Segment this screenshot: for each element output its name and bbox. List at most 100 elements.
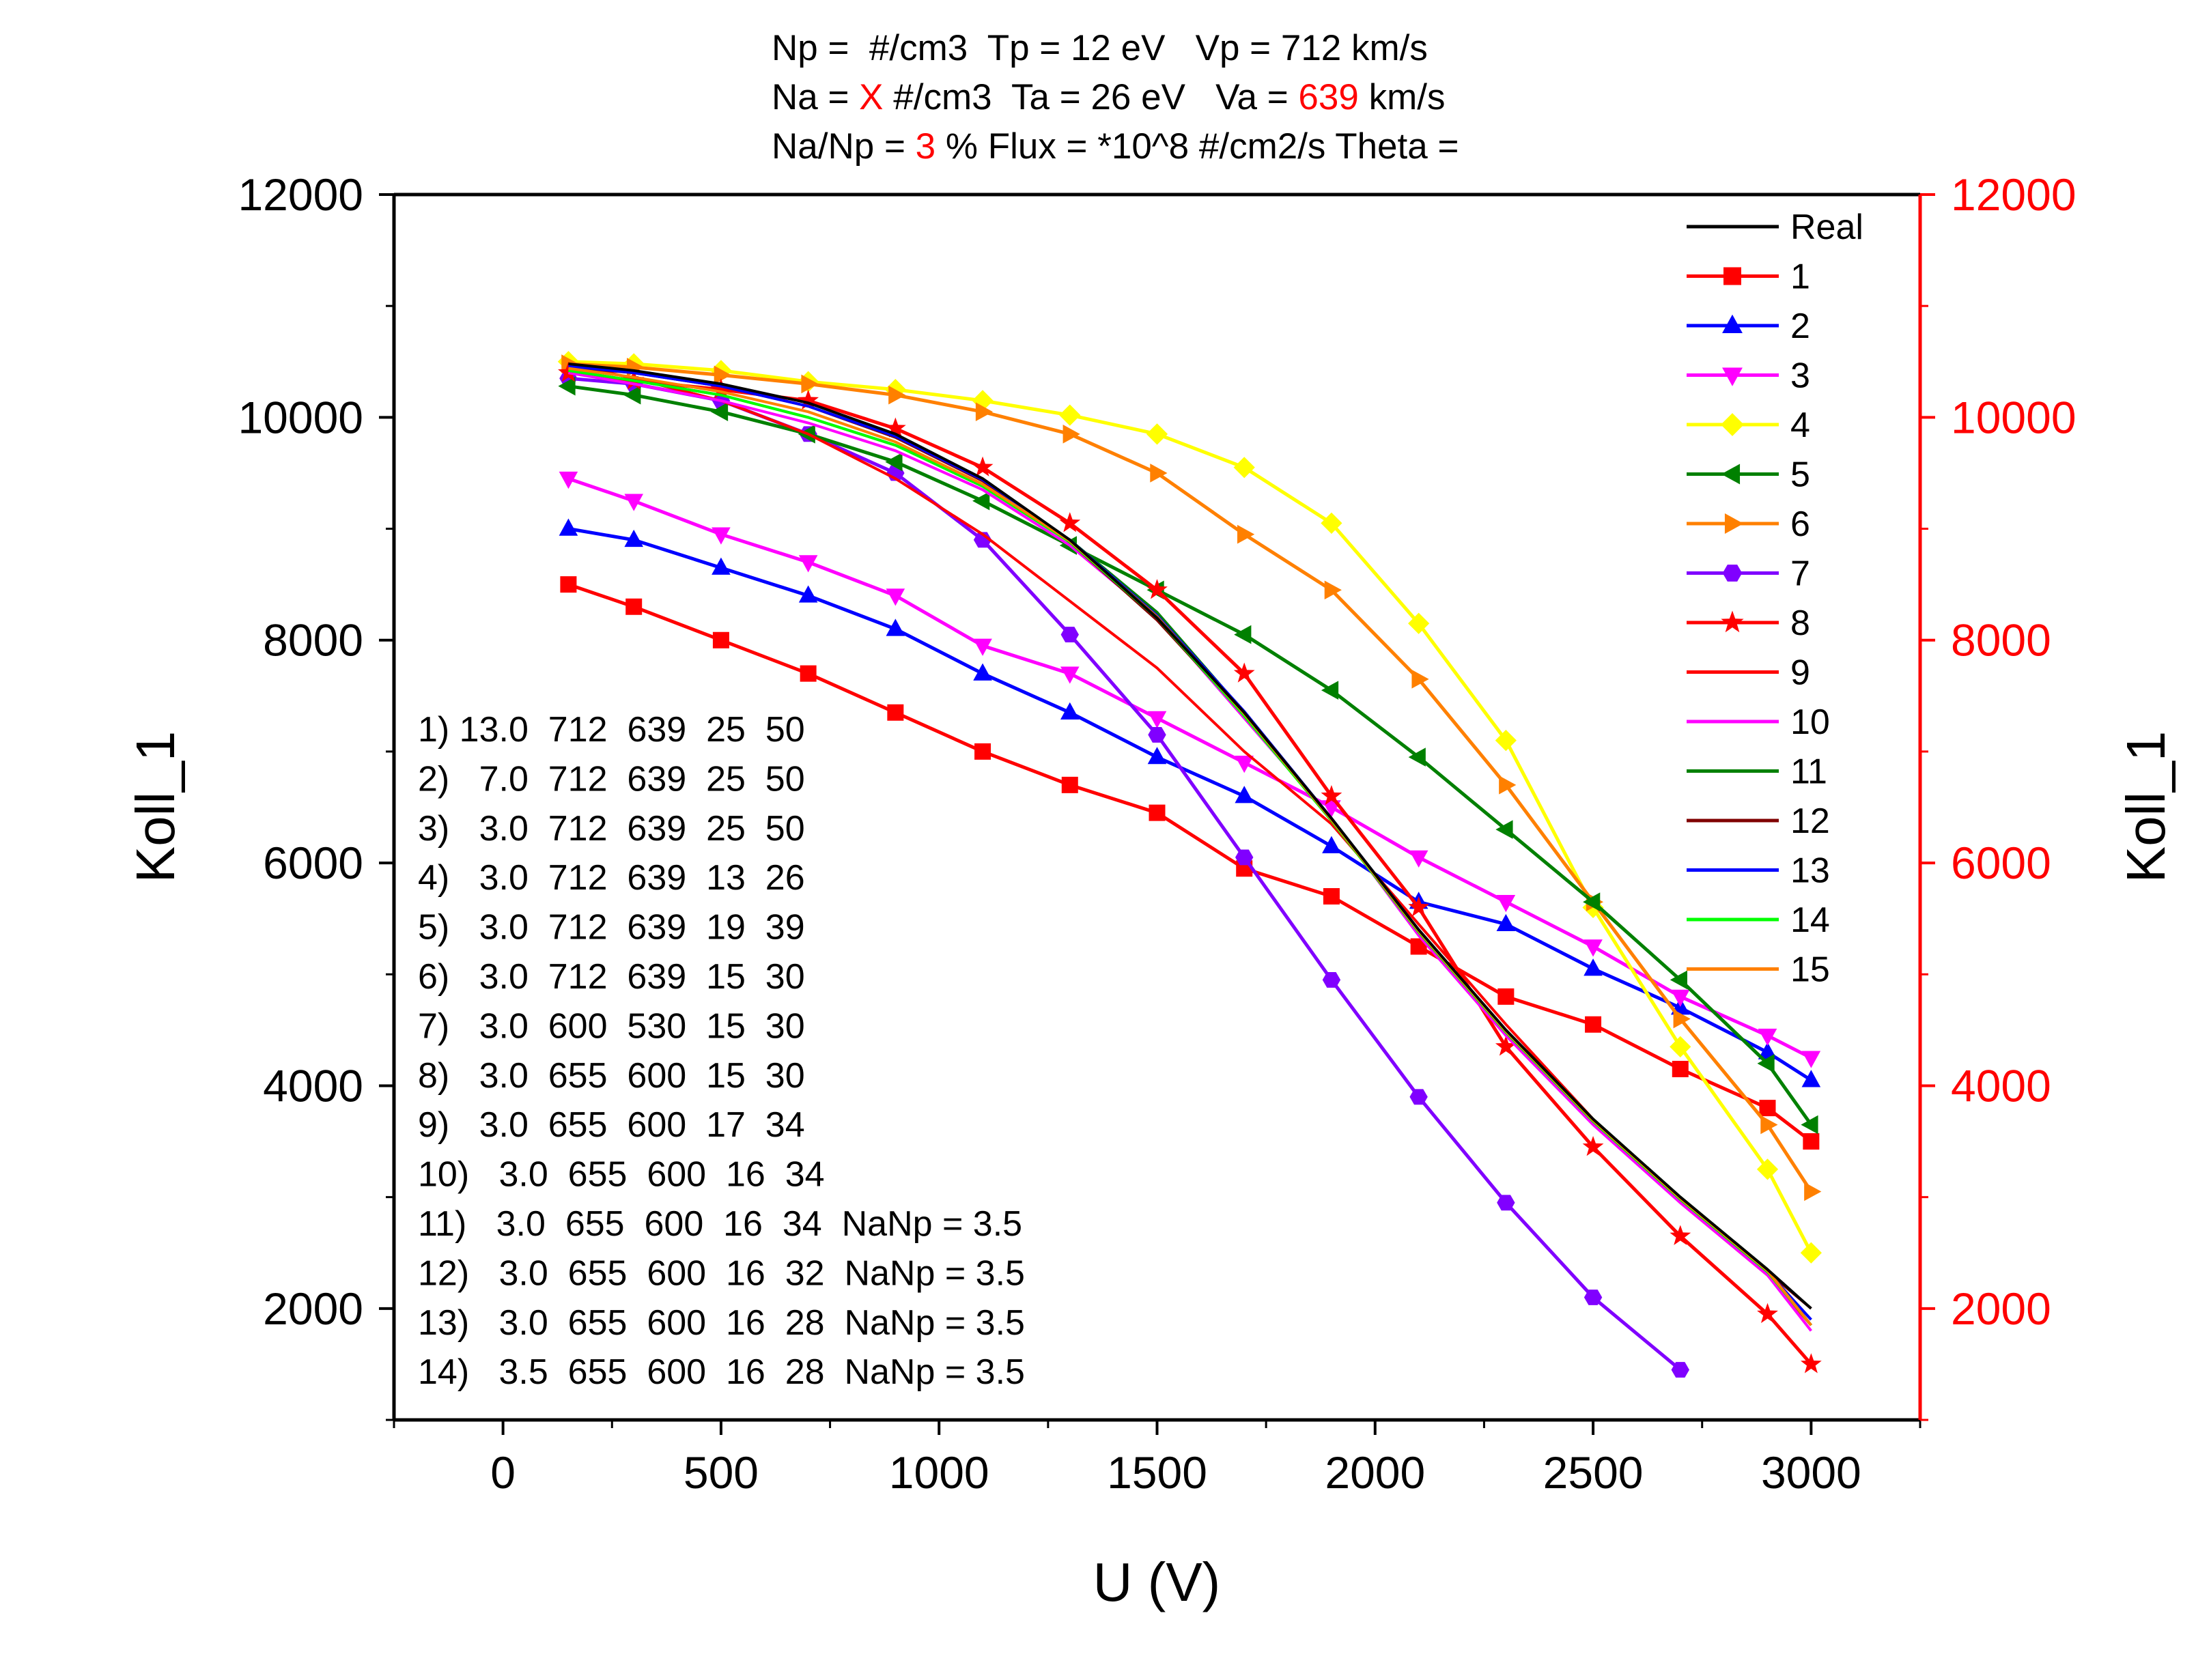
legend-label-5: 5	[1790, 455, 1810, 495]
legend-label-14: 14	[1790, 900, 1830, 940]
legend-label-15: 15	[1790, 950, 1830, 990]
y-tick-label-left: 6000	[263, 838, 363, 888]
data-point-5	[710, 402, 729, 422]
data-point-2	[886, 618, 905, 636]
data-point-3	[1235, 756, 1254, 773]
y-tick-label-left: 8000	[263, 615, 363, 666]
series-line-1	[567, 582, 1812, 1143]
data-point-3	[1583, 939, 1603, 957]
series-line-6	[568, 362, 1813, 1193]
data-point-7	[1583, 1290, 1603, 1305]
data-point-1	[1497, 988, 1515, 1005]
data-point-8	[1757, 1302, 1778, 1324]
data-point-1	[800, 665, 817, 682]
data-point-1	[625, 598, 643, 615]
data-point-2	[624, 529, 644, 547]
chart-header-line-1: Np = #/cm3 Tp = 12 eV Vp = 712 km/s	[772, 27, 1428, 69]
legend-label-2: 2	[1790, 307, 1810, 346]
legend-label-4: 4	[1790, 405, 1810, 445]
annotation-line: 2) 7.0 712 639 25 50	[418, 759, 805, 799]
data-point-8	[710, 378, 732, 399]
header-line-3-part-c: % Flux = *10^8 #/cm2/s Theta =	[935, 126, 1459, 167]
annotation-line: 10) 3.0 655 600 16 34	[418, 1155, 825, 1195]
y-tick-label-right: 4000	[1951, 1060, 2051, 1111]
y-tick-label-right: 2000	[1951, 1283, 2051, 1334]
legend-label-real: Real	[1790, 208, 1863, 247]
data-point-6	[801, 374, 819, 394]
annotation-line: 9) 3.0 655 600 17 34	[418, 1105, 805, 1145]
y-tick-label-left: 10000	[238, 392, 363, 442]
data-point-2	[1147, 747, 1167, 765]
data-point-2	[1235, 786, 1254, 803]
legend-label-12: 12	[1790, 801, 1830, 841]
data-point-6	[714, 365, 731, 385]
data-point-7	[973, 532, 992, 548]
y-tick-label-left: 12000	[238, 169, 363, 220]
y-tick-label-right: 6000	[1951, 838, 2051, 888]
chart-header-line-3: Na/Np = 3 % Flux = *10^8 #/cm2/s Theta =	[772, 126, 1459, 167]
data-point-6	[1062, 425, 1080, 444]
legend-item-9: 9	[1687, 653, 1810, 693]
data-point-5	[558, 376, 576, 396]
data-point-3	[886, 588, 905, 606]
data-point-3	[1801, 1051, 1821, 1068]
data-point-2	[559, 518, 578, 536]
data-point-5	[1801, 1115, 1818, 1135]
data-point-6	[1804, 1182, 1822, 1201]
data-point-1	[1585, 1016, 1602, 1033]
data-point-7	[1497, 1195, 1515, 1211]
data-point-8	[1233, 662, 1255, 683]
data-point-7	[1235, 849, 1254, 866]
data-point-5	[1495, 820, 1513, 839]
header-line-2-part-c: #/cm3 Ta = 26 eV Va =	[883, 77, 1299, 117]
annotation-line: 6) 3.0 712 639 15 30	[418, 957, 805, 997]
axes	[392, 193, 1922, 1422]
legend-item-10: 10	[1687, 702, 1830, 742]
data-point-1	[974, 743, 991, 760]
data-point-1	[712, 631, 729, 649]
data-point-8	[972, 456, 994, 476]
legend-item-3: 3	[1687, 356, 1810, 396]
data-point-1	[1672, 1060, 1689, 1077]
data-point-5	[885, 452, 903, 472]
data-point-3	[624, 494, 644, 511]
y-tick-label-right: 10000	[1951, 392, 2077, 442]
legend-item-11: 11	[1687, 752, 1827, 792]
data-point-8	[798, 389, 819, 410]
data-point-5	[1757, 1054, 1775, 1073]
series-line-2	[567, 527, 1812, 1082]
legend-marker-5	[1721, 464, 1741, 485]
annotation-line: 12) 3.0 655 600 16 32 NaNp = 3.5	[418, 1253, 1025, 1293]
data-point-5	[1234, 625, 1252, 644]
legend-marker-2	[1722, 314, 1743, 334]
data-point-4	[1059, 404, 1081, 426]
annotation-line: 8) 3.0 655 600 15 30	[418, 1056, 805, 1096]
legend-marker-8	[1721, 610, 1744, 633]
data-point-5	[1670, 970, 1687, 990]
data-point-7	[1060, 627, 1079, 642]
data-point-7	[1148, 727, 1166, 743]
series-line-3	[567, 476, 1812, 1059]
legend-item-15: 15	[1687, 950, 1830, 990]
data-point-8	[884, 417, 906, 438]
legend-item-13: 13	[1687, 851, 1830, 891]
legend-marker-4	[1721, 413, 1744, 436]
header-line-3-part-a: Na/Np =	[772, 126, 916, 167]
data-point-6	[1150, 464, 1168, 483]
data-point-3	[1496, 895, 1516, 913]
data-point-2	[798, 585, 818, 603]
x-tick-label: 1500	[1107, 1447, 1207, 1498]
data-point-5	[1408, 748, 1426, 767]
data-point-8	[1670, 1225, 1691, 1245]
data-point-1	[560, 576, 577, 593]
data-point-4	[1408, 612, 1430, 634]
data-point-3	[1409, 850, 1428, 868]
legend-marker-6	[1724, 513, 1744, 534]
series-5	[558, 376, 1818, 1135]
legend-label-11: 11	[1790, 752, 1827, 792]
header-line-2-part-a: Na =	[772, 77, 860, 117]
series-2	[559, 518, 1821, 1087]
data-point-6	[1760, 1115, 1778, 1135]
data-point-8	[1146, 579, 1168, 599]
data-point-6	[1324, 580, 1342, 600]
